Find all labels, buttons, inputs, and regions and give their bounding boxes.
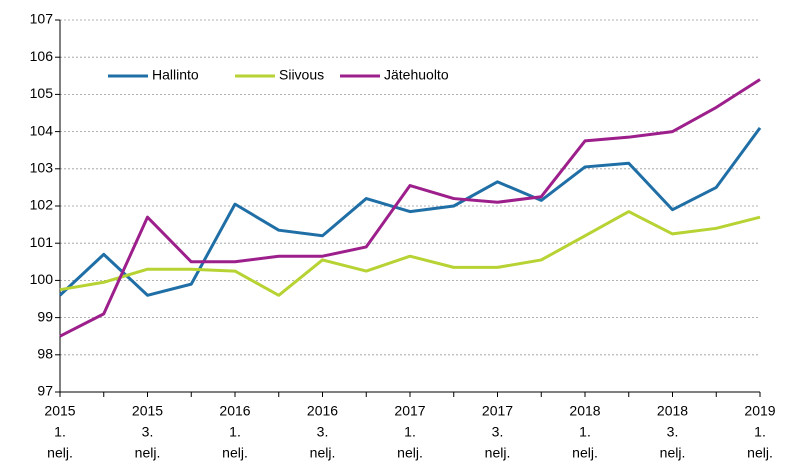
x-tick-label: 2018 [657, 403, 688, 419]
x-tick-label: nelj. [572, 445, 598, 461]
x-tick-label: nelj. [135, 445, 161, 461]
x-tick-label: 1. [54, 424, 66, 440]
x-tick-label: 1. [404, 424, 416, 440]
x-tick-label: nelj. [660, 445, 686, 461]
x-tick-label: nelj. [747, 445, 773, 461]
x-tick-label: 2016 [307, 403, 338, 419]
y-tick-label: 102 [30, 197, 54, 213]
series-line [59, 78, 761, 338]
y-tick-label: 107 [30, 11, 54, 27]
y-tick-label: 98 [37, 346, 53, 362]
x-tick-label: 3. [317, 424, 329, 440]
x-tick-label: 1. [229, 424, 241, 440]
y-tick-label: 105 [30, 85, 54, 101]
y-tick-label: 99 [37, 308, 53, 324]
x-tick-label: 3. [142, 424, 154, 440]
y-tick-label: 103 [30, 160, 54, 176]
x-tick-label: 2017 [482, 403, 513, 419]
x-tick-label: nelj. [222, 445, 248, 461]
series-line [59, 210, 761, 297]
x-tick-label: 3. [492, 424, 504, 440]
legend-label: Siivous [279, 67, 324, 83]
x-tick-label: nelj. [397, 445, 423, 461]
x-tick-label: nelj. [310, 445, 336, 461]
legend-label: Hallinto [152, 67, 199, 83]
legend-label: Jätehuolto [384, 67, 449, 83]
x-tick-label: 2016 [219, 403, 250, 419]
x-tick-label: 2017 [394, 403, 425, 419]
y-tick-label: 101 [30, 234, 54, 250]
x-tick-label: 2019 [744, 403, 775, 419]
x-tick-label: 1. [579, 424, 591, 440]
x-tick-label: 2015 [44, 403, 75, 419]
x-tick-label: nelj. [47, 445, 73, 461]
x-tick-label: 3. [667, 424, 679, 440]
x-tick-label: 2018 [569, 403, 600, 419]
y-tick-label: 97 [37, 383, 53, 399]
y-tick-label: 100 [30, 271, 54, 287]
series-line [58, 126, 762, 297]
y-tick-label: 104 [30, 122, 54, 138]
x-tick-label: 2015 [132, 403, 163, 419]
y-tick-label: 106 [30, 48, 54, 64]
x-tick-label: nelj. [485, 445, 511, 461]
x-tick-label: 1. [754, 424, 766, 440]
